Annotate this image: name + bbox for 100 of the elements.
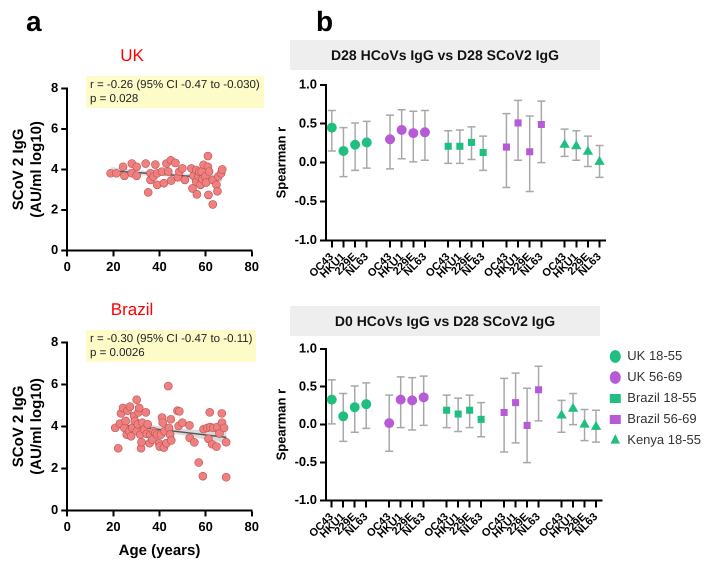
y-tick-label: -0.5 — [294, 193, 317, 208]
x-axis-title: Age (years) — [118, 542, 200, 560]
y-tick-label: 4 — [50, 160, 59, 176]
y-tick-label: 0.5 — [298, 115, 317, 130]
y-tick-label: -1.0 — [294, 492, 317, 508]
legend-label: Brazil 18-55 — [627, 390, 697, 406]
y-tick-label: 8 — [50, 80, 58, 95]
point — [118, 162, 128, 172]
x-tick-label: 20 — [106, 518, 121, 534]
point — [514, 119, 522, 126]
point — [132, 172, 141, 180]
point — [202, 178, 210, 187]
point — [350, 140, 360, 150]
point — [590, 420, 602, 430]
point — [218, 165, 227, 174]
point — [535, 386, 542, 394]
point — [112, 168, 121, 178]
y-tick-label: 2 — [50, 201, 58, 216]
point — [326, 122, 337, 133]
x-tick-label: 0 — [64, 258, 71, 274]
point — [444, 142, 452, 150]
text: b — [316, 6, 334, 38]
point — [384, 418, 394, 428]
chart-title: D0 HCoVs IgG vs D28 SCoV2 IgG — [334, 313, 556, 329]
y-tick-label: 4 — [50, 418, 59, 433]
y-axis-title: SCoV 2 IgG (AU/ml log10) — [10, 121, 46, 218]
point — [361, 399, 372, 410]
point — [571, 140, 582, 150]
text-box: r = -0.30 (95% CI -0.47 to -0.11) p = 0.0026 — [86, 330, 256, 362]
y-tick-label: 0.5 — [298, 378, 317, 394]
point — [144, 188, 152, 197]
y-tick-label: 6 — [50, 376, 58, 391]
annotation: p = 0.0026 — [90, 346, 146, 360]
point — [454, 410, 462, 418]
point — [213, 186, 222, 196]
point — [166, 176, 176, 185]
chart-title: D28 HCoVs IgG vs D28 SCoV2 IgG — [331, 47, 559, 63]
point — [192, 190, 202, 199]
legend-label: UK 18-55 — [627, 348, 682, 364]
point — [204, 152, 212, 160]
y-tick-label: 1.0 — [298, 76, 317, 92]
point — [408, 128, 418, 138]
annotation: r = -0.30 (95% CI -0.47 to -0.11) — [90, 332, 252, 346]
point — [524, 422, 531, 429]
x-tick-label: 20 — [106, 258, 121, 274]
point — [141, 159, 150, 168]
legend-label: Kenya 18-55 — [627, 432, 702, 448]
point — [418, 392, 429, 402]
point — [160, 178, 168, 188]
annotation: r = -0.26 (95% CI -0.47 to -0.030) — [90, 78, 260, 92]
point — [204, 167, 214, 176]
x-tick-label: 80 — [244, 518, 260, 534]
legend-label: Brazil 56-69 — [627, 411, 697, 426]
point — [396, 124, 407, 135]
point — [178, 164, 187, 173]
chart-title: Brazil — [110, 300, 154, 319]
point — [478, 416, 485, 423]
y-tick-label: 1.0 — [298, 340, 317, 356]
point — [350, 402, 360, 412]
point — [466, 406, 474, 414]
point — [152, 180, 162, 190]
point — [568, 402, 578, 412]
point — [204, 190, 213, 200]
point — [407, 395, 418, 406]
point — [582, 146, 594, 155]
point — [338, 146, 348, 156]
point — [468, 138, 476, 146]
y-tick-label: -1.0 — [294, 232, 317, 248]
point — [120, 172, 129, 180]
point — [180, 176, 190, 184]
x-tick-label: 60 — [198, 518, 213, 534]
y-tick-label: 2 — [50, 460, 58, 475]
point — [338, 411, 348, 422]
point — [480, 148, 487, 156]
point — [132, 162, 141, 172]
point — [420, 127, 430, 138]
x-tick-label: 80 — [244, 258, 260, 274]
point — [171, 158, 180, 168]
point — [526, 148, 534, 156]
y-axis-title: Spearman r — [273, 126, 288, 198]
x-tick-label: 60 — [198, 258, 213, 274]
y-axis-title: SCoV 2 IgG (AU/ml log10) — [10, 378, 46, 475]
point — [456, 142, 464, 150]
point — [326, 394, 337, 405]
y-tick-label: 0.0 — [298, 416, 317, 432]
y-tick-label: 0.0 — [298, 154, 317, 170]
point — [385, 134, 396, 144]
point — [443, 406, 450, 414]
text-box: r = -0.26 (95% CI -0.47 to -0.030) p = 0.028 — [86, 76, 264, 108]
point — [512, 399, 520, 406]
x-tick-label: 40 — [152, 518, 167, 534]
point — [208, 200, 218, 209]
text: a — [26, 6, 42, 38]
x-tick-label: 40 — [152, 258, 167, 274]
point — [362, 137, 372, 148]
point — [396, 394, 406, 405]
chart-title: UK — [120, 46, 144, 65]
point — [164, 167, 173, 176]
point — [594, 156, 605, 165]
legend-label: UK 56-69 — [627, 369, 682, 384]
